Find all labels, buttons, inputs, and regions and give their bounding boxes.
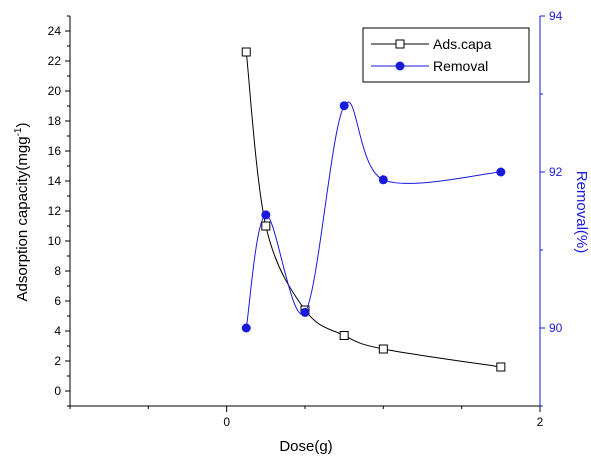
y-tick-label: 12 [48, 204, 62, 218]
legend: Ads.capa Removal [362, 27, 530, 83]
data-point-circle [241, 323, 251, 333]
y2-tick-label: 90 [549, 321, 563, 335]
legend-label: Ads.capa [433, 36, 492, 52]
y-tick-label: 8 [54, 264, 61, 278]
series-line-ads-capa [245, 51, 501, 368]
data-point-circle [339, 101, 349, 111]
y2-axis-title: Removal(%) [573, 171, 590, 254]
y-tick-label: 6 [54, 294, 61, 308]
y-tick-label: 24 [48, 24, 62, 38]
data-point-square [378, 344, 388, 354]
data-point-square [496, 362, 506, 372]
y-tick-label: 18 [48, 114, 62, 128]
data-point-circle [300, 307, 310, 317]
data-point-circle [496, 167, 506, 177]
data-point-circle [378, 175, 388, 185]
y-tick-label: 22 [48, 54, 62, 68]
y-tick-label: 10 [48, 234, 62, 248]
data-point-square [241, 47, 251, 57]
y-tick-label: 0 [54, 384, 61, 398]
data-point-square [339, 331, 349, 340]
series-layer [241, 47, 506, 372]
legend-label: Removal [433, 58, 488, 74]
data-point-square [261, 221, 271, 231]
y-tick-label: 14 [48, 174, 62, 188]
x-tick-label: 2 [537, 415, 544, 429]
series-line-removal [245, 101, 501, 329]
y-axis-title-superscript: -1 [13, 127, 24, 136]
legend-marker-circle [395, 61, 405, 71]
legend-box [362, 27, 530, 83]
data-point-circle [261, 210, 271, 220]
legend-marker-square [395, 39, 405, 49]
y-axis-title: Adsorption capacity(mgg-1) [13, 123, 31, 302]
x-tick-label: 0 [223, 415, 230, 429]
y-axis-title-suffix: ) [14, 123, 31, 128]
y-tick-label: 16 [48, 144, 62, 158]
y2-tick-label: 92 [549, 165, 563, 179]
y-tick-label: 4 [54, 324, 61, 338]
x-axis-title: Dose(g) [279, 438, 332, 455]
y-tick-label: 20 [48, 84, 62, 98]
y-tick-label: 2 [54, 354, 61, 368]
y2-tick-label: 94 [549, 9, 563, 23]
